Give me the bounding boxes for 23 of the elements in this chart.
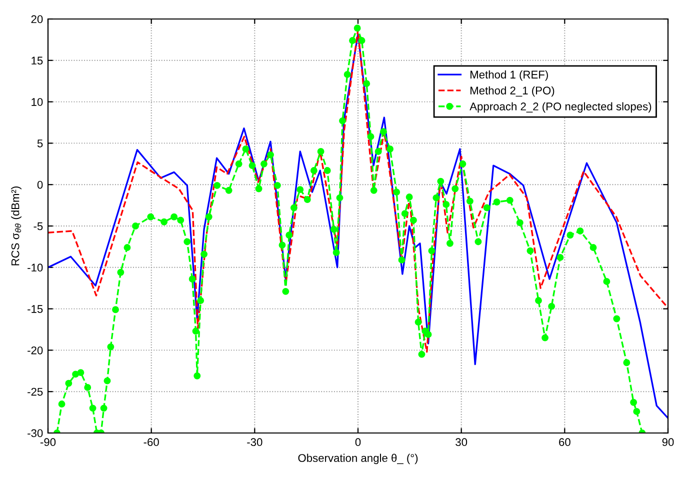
x-tick-label: 90 — [662, 438, 674, 446]
y-tick-label: 15 — [32, 56, 43, 65]
x-tick-label: 0 — [355, 438, 361, 446]
y-tick-label: -20 — [28, 346, 43, 354]
y-tick-label: -25 — [28, 388, 43, 396]
y-tick-label: 0 — [37, 180, 43, 189]
y-tick-label: 20 — [31, 15, 43, 24]
y-tick-label: -10 — [28, 264, 43, 272]
y-tick-label: -15 — [28, 305, 43, 313]
legend-label: Method 2_1 (PO) — [470, 86, 554, 97]
x-tick-label: -30 — [247, 438, 262, 446]
y-tick-label: -30 — [28, 429, 43, 438]
y-axis-title: RCS σ$_{θθ}$ (dBm²) — [11, 186, 22, 266]
legend-label: Approach 2_2 (PO neglected slopes) — [470, 102, 652, 113]
y-tick-label: 5 — [37, 140, 43, 148]
y-tick-label: -5 — [34, 222, 43, 230]
x-tick-label: 30 — [456, 438, 468, 446]
legend-label: Method 1 (REF) — [470, 70, 548, 81]
y-tick-label: 10 — [32, 98, 43, 106]
x-tick-label: -60 — [144, 438, 159, 446]
x-tick-label: 60 — [559, 438, 570, 446]
x-tick-label: -90 — [40, 438, 56, 446]
x-axis-title: Observation angle θ_ (°) — [298, 454, 418, 464]
